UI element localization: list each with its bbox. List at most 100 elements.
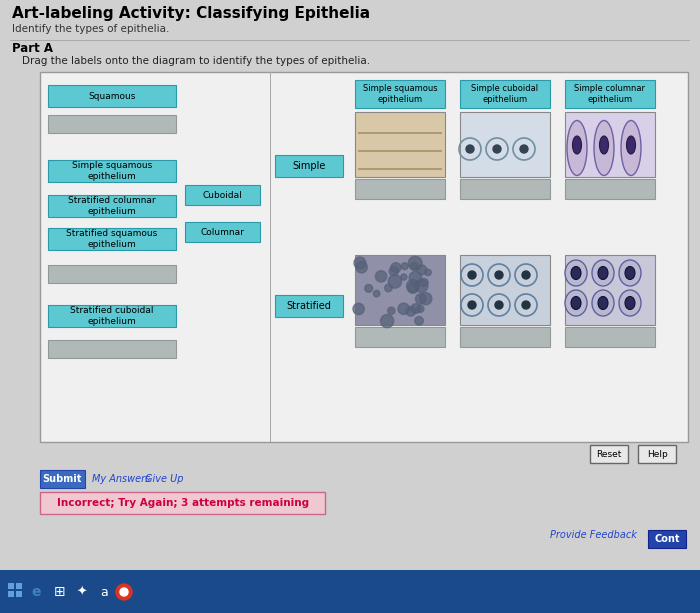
Bar	[40, 470, 85, 488]
Text: Simple squamous
epithelium: Simple squamous epithelium	[363, 85, 438, 104]
Ellipse shape	[599, 136, 608, 154]
Text: Part A: Part A	[12, 42, 53, 55]
Circle shape	[389, 267, 398, 276]
Text: Stratified columnar
epithelium: Stratified columnar epithelium	[68, 196, 156, 216]
Bar	[40, 72, 688, 442]
Bar	[48, 305, 176, 327]
Bar	[460, 112, 550, 177]
Text: Art-labeling Activity: Classifying Epithelia: Art-labeling Activity: Classifying Epith…	[12, 6, 370, 21]
Circle shape	[356, 262, 368, 273]
Bar	[460, 255, 550, 325]
Circle shape	[391, 262, 401, 273]
Ellipse shape	[598, 297, 608, 310]
Circle shape	[495, 271, 503, 279]
Bar	[48, 340, 176, 358]
Ellipse shape	[619, 290, 641, 316]
Bar	[48, 115, 176, 133]
Text: Simple columnar
epithelium: Simple columnar epithelium	[575, 85, 645, 104]
Circle shape	[353, 303, 364, 314]
Text: Help: Help	[647, 449, 667, 459]
Ellipse shape	[565, 290, 587, 316]
Circle shape	[408, 256, 422, 270]
Circle shape	[116, 584, 132, 600]
Circle shape	[468, 271, 476, 279]
Bar	[460, 179, 550, 199]
Ellipse shape	[592, 290, 614, 316]
Text: Simple: Simple	[293, 161, 326, 171]
Bar	[48, 160, 176, 182]
Bar	[355, 255, 445, 325]
Circle shape	[425, 269, 431, 276]
Circle shape	[409, 272, 422, 284]
Text: Stratified squamous
epithelium: Stratified squamous epithelium	[66, 229, 158, 249]
Bar	[48, 265, 176, 283]
Ellipse shape	[621, 121, 641, 175]
Ellipse shape	[567, 121, 587, 175]
Circle shape	[388, 307, 395, 314]
Circle shape	[495, 301, 503, 309]
Text: Cont: Cont	[654, 534, 680, 544]
Circle shape	[381, 314, 393, 327]
Circle shape	[520, 145, 528, 153]
Text: Drag the labels onto the diagram to identify the types of epithelia.: Drag the labels onto the diagram to iden…	[22, 56, 370, 66]
Text: e: e	[32, 585, 41, 599]
Bar	[565, 179, 655, 199]
Circle shape	[373, 291, 380, 297]
Bar	[460, 80, 550, 108]
Bar	[648, 530, 686, 548]
Text: Identify the types of epithelia.: Identify the types of epithelia.	[12, 24, 169, 34]
Bar	[0, 570, 700, 613]
Bar	[48, 85, 176, 107]
Bar	[355, 179, 445, 199]
Ellipse shape	[592, 260, 614, 286]
Bar	[565, 112, 655, 177]
Circle shape	[375, 271, 386, 282]
Bar	[565, 255, 655, 325]
Circle shape	[420, 278, 428, 287]
Text: ✦: ✦	[77, 585, 88, 598]
Bar	[358, 168, 442, 170]
Text: Reset: Reset	[596, 449, 622, 459]
Bar	[355, 327, 445, 347]
Circle shape	[398, 303, 409, 314]
Ellipse shape	[626, 136, 636, 154]
Circle shape	[417, 265, 427, 275]
Circle shape	[401, 263, 408, 270]
Ellipse shape	[625, 267, 635, 280]
Ellipse shape	[619, 260, 641, 286]
Bar	[8, 583, 14, 589]
Text: ⊞: ⊞	[54, 585, 66, 599]
Text: Provide Feedback: Provide Feedback	[550, 530, 637, 540]
Bar	[8, 591, 14, 597]
Bar	[275, 155, 343, 177]
Bar	[270, 72, 271, 442]
Text: Simple squamous
epithelium: Simple squamous epithelium	[72, 161, 152, 181]
Circle shape	[420, 292, 432, 305]
Bar	[638, 445, 676, 463]
Circle shape	[120, 588, 128, 596]
Text: Stratified: Stratified	[286, 301, 331, 311]
Bar	[460, 327, 550, 347]
Ellipse shape	[565, 260, 587, 286]
Bar	[48, 228, 176, 250]
Text: Simple cuboidal
epithelium: Simple cuboidal epithelium	[471, 85, 538, 104]
Bar	[16, 591, 22, 597]
Bar	[185, 222, 260, 242]
Text: Stratified cuboidal
epithelium: Stratified cuboidal epithelium	[70, 306, 154, 326]
Circle shape	[384, 284, 392, 292]
Bar	[185, 185, 260, 205]
Circle shape	[354, 257, 366, 269]
Bar	[565, 80, 655, 108]
Text: Submit: Submit	[42, 474, 82, 484]
Bar	[590, 445, 628, 463]
Ellipse shape	[598, 267, 608, 280]
Circle shape	[415, 316, 424, 325]
Bar	[48, 195, 176, 217]
Circle shape	[411, 303, 421, 313]
Ellipse shape	[594, 121, 614, 175]
Ellipse shape	[571, 267, 581, 280]
Text: My Answers: My Answers	[92, 474, 150, 484]
Text: Incorrect; Try Again; 3 attempts remaining: Incorrect; Try Again; 3 attempts remaini…	[57, 498, 309, 508]
Circle shape	[407, 283, 418, 294]
Ellipse shape	[571, 297, 581, 310]
